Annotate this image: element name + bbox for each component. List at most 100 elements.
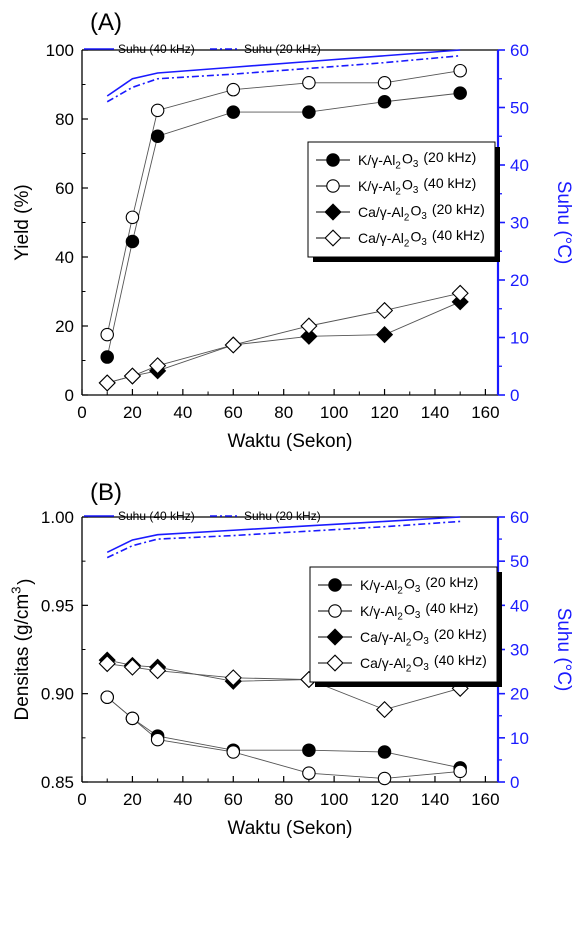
legend-label: Ca/γ-Al2 O3 (20 kHz) (358, 201, 485, 223)
data-point (375, 700, 394, 719)
chart-panel-0: (A) 0 20 40 60 80 100 120 140 160 0 20 40 60 80 100 0 10 2… (12, 9, 572, 452)
temp-legend-label: Suhu (20 kHz) (244, 509, 321, 523)
x-tick-label: 0 (77, 403, 86, 422)
legend-label: Ca/γ-Al2 O3 (20 kHz) (360, 626, 487, 648)
y2-tick-label: 0 (510, 773, 519, 792)
legend-label: K/γ-Al2 O3 (40 kHz) (360, 600, 478, 622)
x-tick-label: 40 (173, 790, 192, 809)
data-point (300, 317, 318, 335)
data-point (123, 367, 142, 385)
data-point (150, 732, 165, 747)
y-tick-label: 0.90 (41, 685, 74, 704)
temp-legend-label: Suhu (20 kHz) (244, 42, 321, 56)
legend-marker (326, 153, 340, 167)
x-tick-label: 0 (77, 790, 86, 809)
legend-label: Ca/γ-Al2 O3 (40 kHz) (358, 227, 485, 249)
legend-label: K/γ-Al2 O3 (20 kHz) (360, 574, 478, 596)
x-tick-label: 120 (370, 790, 398, 809)
data-point (377, 76, 392, 90)
y2-axis-label: Suhu (°C) (553, 608, 572, 692)
data-point (226, 745, 241, 759)
temperature-line-0 (106, 49, 461, 97)
y2-tick-label: 30 (510, 641, 529, 660)
y2-tick-label: 40 (510, 156, 529, 175)
y-axis-label: Yield (%) (12, 184, 33, 260)
x-tick-label: 80 (274, 403, 293, 422)
y2-tick-label: 60 (510, 508, 529, 527)
data-point (125, 234, 140, 249)
y2-axis-label: Suhu (°C) (553, 181, 572, 265)
temp-legend-label: Suhu (40 kHz) (118, 42, 195, 56)
y-axis-label: Densitas (g/cm3 ) (9, 578, 36, 720)
data-point (100, 327, 114, 342)
y2-tick-label: 40 (510, 596, 529, 615)
data-point (125, 210, 140, 225)
y-tick-label: 40 (55, 248, 74, 267)
x-tick-label: 120 (370, 403, 398, 422)
data-point (150, 103, 165, 118)
x-tick-label: 160 (471, 403, 499, 422)
data-point (150, 129, 165, 144)
y2-tick-label: 10 (510, 729, 529, 748)
data-point (377, 771, 392, 786)
x-tick-label: 80 (274, 790, 293, 809)
y-tick-label: 20 (55, 317, 74, 336)
y2-tick-label: 10 (510, 329, 529, 348)
y-tick-label: 1.00 (41, 508, 74, 527)
y-tick-label: 0.95 (41, 596, 74, 615)
data-point (100, 690, 114, 704)
data-point (149, 357, 167, 375)
data-point (125, 711, 140, 726)
data-point (375, 326, 394, 344)
x-tick-label: 160 (471, 790, 499, 809)
data-point (302, 76, 316, 90)
data-point (224, 669, 242, 687)
panel-label: (A) (90, 9, 122, 36)
data-point (453, 63, 467, 78)
data-point (149, 662, 167, 680)
y2-tick-label: 50 (510, 552, 529, 571)
data-point (300, 327, 318, 345)
y2-tick-label: 0 (510, 386, 519, 405)
x-tick-label: 140 (421, 403, 449, 422)
temperature-line-1 (106, 54, 461, 103)
y-tick-label: 80 (55, 110, 74, 129)
x-tick-label: 60 (224, 790, 243, 809)
y-tick-label: 100 (46, 41, 74, 60)
data-point (226, 82, 241, 97)
x-tick-label: 40 (173, 403, 192, 422)
y2-tick-label: 20 (510, 271, 529, 290)
x-tick-label: 20 (123, 790, 142, 809)
x-tick-label: 140 (421, 790, 449, 809)
data-point (123, 658, 142, 676)
legend-marker (324, 229, 342, 247)
y2-tick-label: 60 (510, 41, 529, 60)
legend-marker (326, 179, 340, 193)
x-axis-label: Waktu (Sekon) (228, 431, 353, 452)
legend-marker (326, 654, 344, 672)
data-point (377, 745, 392, 759)
x-axis-label: Waktu (Sekon) (228, 818, 353, 839)
temperature-line-1 (106, 520, 461, 559)
data-point (100, 350, 114, 364)
data-point (224, 336, 242, 354)
legend-label: K/γ-Al2 O3 (40 kHz) (358, 175, 476, 197)
panel-label: (B) (90, 479, 122, 506)
x-tick-label: 100 (320, 403, 348, 422)
temperature-line-0 (106, 516, 461, 554)
legend-label: Ca/γ-Al2 O3 (40 kHz) (360, 652, 487, 674)
legend-marker (328, 604, 342, 618)
y2-tick-label: 30 (510, 214, 529, 233)
data-point (375, 301, 394, 320)
data-point (302, 766, 316, 780)
data-point (451, 293, 469, 311)
data-point (302, 105, 316, 119)
data-point (98, 374, 116, 392)
y-tick-label: 0.85 (41, 773, 74, 792)
data-point (453, 86, 467, 100)
y-tick-label: 60 (55, 179, 74, 198)
data-point (377, 95, 392, 109)
x-tick-label: 20 (123, 403, 142, 422)
y-tick-label: 0 (65, 386, 74, 405)
